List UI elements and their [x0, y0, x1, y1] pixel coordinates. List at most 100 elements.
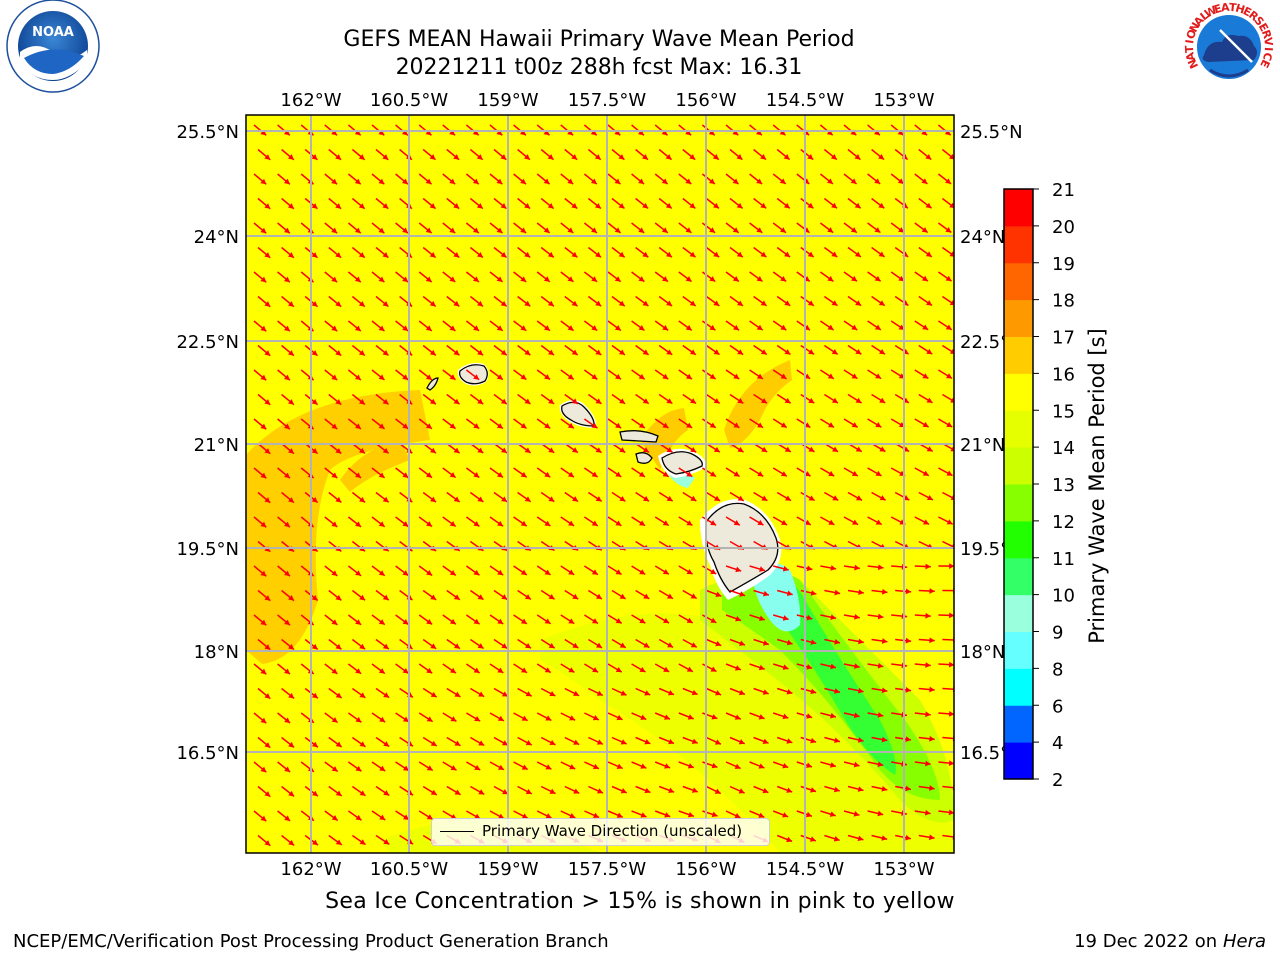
wave-arrow-head [591, 276, 598, 282]
colorbar-segment [1004, 189, 1033, 227]
wave-arrow-head [284, 325, 290, 332]
wave-arrow-head [571, 202, 578, 209]
wave-arrow-head [359, 447, 365, 454]
wave-arrow-head [949, 251, 954, 257]
wave-arrow-head [874, 275, 881, 282]
chart-title-line1: GEFS MEAN Hawaii Primary Wave Mean Perio… [343, 27, 855, 52]
wave-arrow-head [950, 397, 954, 403]
wave-arrow-head [857, 687, 864, 694]
wave-arrow-head [525, 642, 531, 649]
wave-arrow-head [638, 422, 645, 429]
wave-arrow-head [756, 276, 763, 282]
wave-arrow-head [383, 741, 390, 747]
wave-arrow-head [547, 202, 554, 209]
lon-label-top: 154.5°W [766, 90, 845, 111]
wave-arrow-head [335, 741, 342, 747]
wave-arrow-head [925, 662, 931, 668]
wave-arrow-head [355, 619, 362, 625]
wave-arrow-head [596, 690, 603, 696]
colorbar-segment [1004, 373, 1033, 411]
wave-arrow-head [288, 448, 294, 454]
wave-arrow-head [666, 300, 673, 306]
wave-arrow-head [450, 765, 457, 771]
wave-arrow-head [571, 447, 578, 453]
wave-arrow-head [804, 519, 811, 525]
period-band-16-17-east [724, 360, 792, 448]
wave-arrow-head [355, 716, 362, 723]
wave-arrow-head [948, 710, 954, 717]
wave-arrow-head [358, 252, 365, 258]
wave-arrow-head [449, 423, 456, 429]
wave-arrow-head [806, 565, 813, 572]
wave-arrow-head [922, 324, 929, 330]
wave-arrow-head [500, 203, 507, 209]
wave-arrow-head [430, 447, 436, 454]
wave-arrow-head [897, 129, 904, 136]
wave-arrow-head [572, 593, 579, 600]
wave-arrow-head [264, 399, 271, 405]
map-legend: Primary Wave Direction (unscaled) [431, 818, 770, 846]
island-kauai [458, 364, 488, 385]
wave-arrow-head [312, 839, 318, 846]
wave-arrow-head [402, 667, 409, 674]
wave-arrow-head [644, 690, 651, 696]
wave-arrow-head [713, 202, 719, 209]
wave-arrow-head [331, 815, 338, 821]
wave-arrow-head [335, 839, 342, 845]
wave-arrow-head [662, 520, 669, 526]
wave-arrow-head [260, 423, 267, 430]
wave-arrow-head [402, 374, 409, 380]
wave-arrow-head [877, 613, 884, 620]
wave-arrow-head [358, 349, 365, 356]
wave-arrow-head [709, 373, 716, 380]
wave-arrow-head [354, 129, 361, 136]
wave-arrow-head [547, 251, 554, 258]
colorbar-segment [1004, 705, 1033, 743]
wave-arrow-head [850, 227, 857, 233]
nws-ring-letter: I [1183, 39, 1196, 45]
wave-arrow-head [808, 495, 815, 501]
wave-arrow-head [926, 300, 933, 306]
wave-arrow-head [473, 667, 480, 673]
wave-arrow-head [264, 448, 271, 454]
wave-arrow-head [756, 324, 763, 331]
wave-arrow-head [858, 638, 864, 645]
wave-arrow-head [685, 324, 692, 331]
wave-arrow-head [592, 763, 599, 770]
wave-arrow-head [497, 764, 504, 770]
colorbar-tick-label: 19 [1052, 254, 1075, 275]
wave-arrow-head [739, 640, 746, 646]
wave-arrow-head [689, 349, 696, 355]
wave-arrow-head [710, 617, 717, 623]
wave-arrow-head [449, 521, 456, 527]
wave-arrow-head [616, 812, 623, 818]
wave-arrow-head [288, 595, 295, 601]
colorbar-segment [1004, 520, 1033, 559]
wave-arrow-head [264, 791, 271, 797]
wave-arrow-head [874, 324, 881, 330]
wave-arrow-head [331, 766, 338, 772]
nws-ring-letter: C [1260, 51, 1275, 62]
wave-arrow-head [473, 423, 480, 429]
wave-arrow-head [690, 593, 697, 599]
wave-arrow-head [260, 178, 267, 185]
wave-arrow-head [831, 397, 838, 404]
wave-arrow-head [335, 594, 342, 601]
wave-arrow-head [496, 129, 503, 136]
wave-arrow-head [500, 300, 507, 307]
wave-arrow-head [619, 496, 626, 502]
nws-ring-letter: A [1183, 50, 1198, 62]
lon-label-top: 153°W [873, 90, 934, 111]
nws-ring-letter: T [1183, 45, 1196, 54]
wave-arrow-head [905, 687, 912, 693]
wave-arrow-head [715, 591, 722, 598]
wave-arrow-head [430, 691, 437, 698]
wave-arrow-head [898, 227, 905, 233]
colorbar-tick-label: 10 [1052, 586, 1075, 607]
wave-arrow-head [571, 398, 578, 404]
wave-arrow-head [543, 178, 550, 185]
wave-arrow-head [666, 398, 673, 404]
wave-arrow-head [949, 563, 954, 569]
wave-arrow-head [595, 300, 602, 307]
lon-label-bottom: 160.5°W [370, 859, 449, 880]
